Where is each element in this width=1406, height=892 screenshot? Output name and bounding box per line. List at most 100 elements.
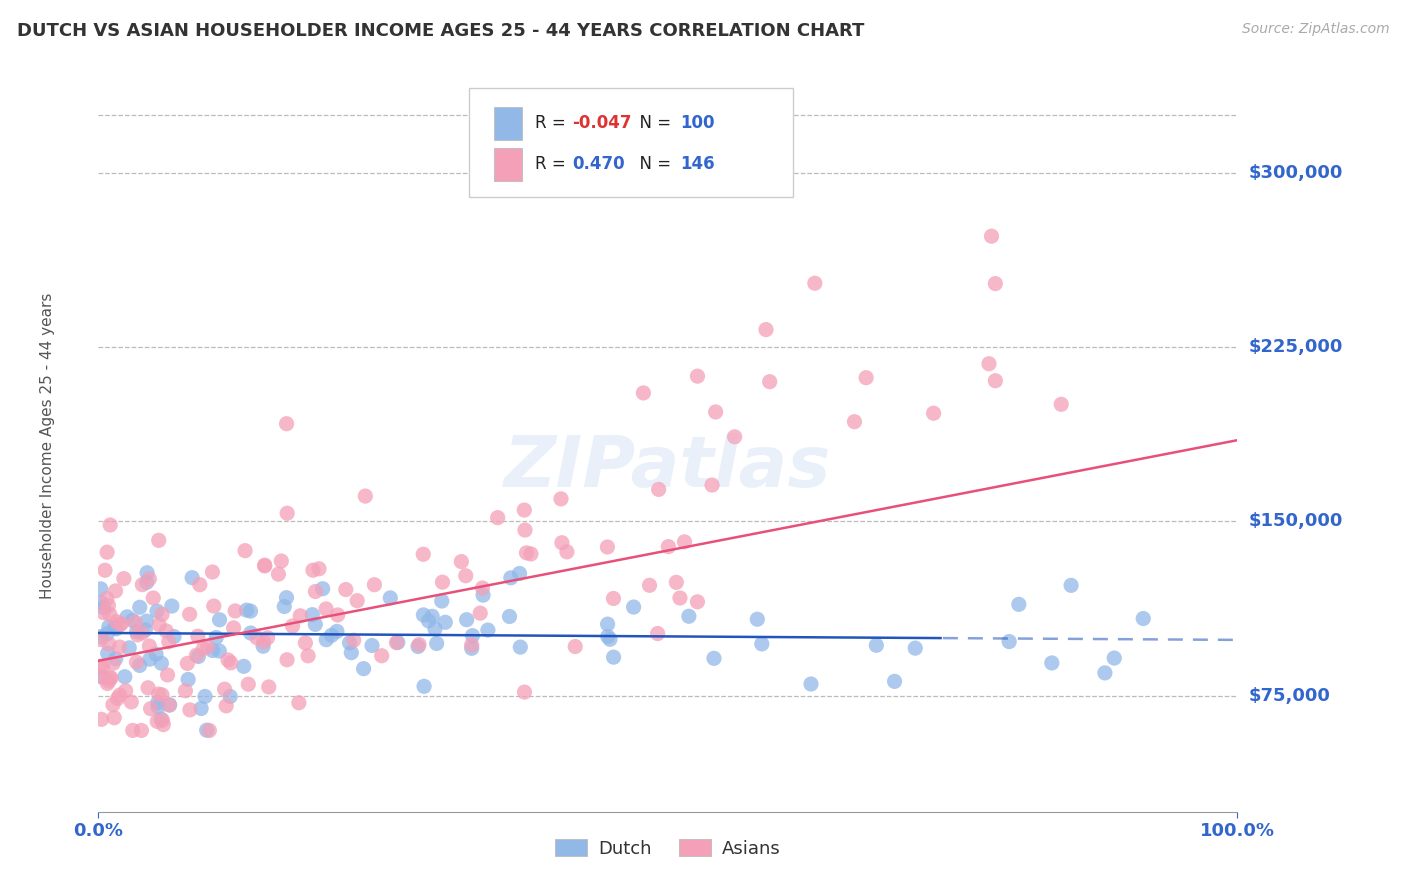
Point [135,575,157,590]
Point [755,322,778,336]
Point [301,607,323,622]
Point [235,603,257,617]
Point [174,683,197,698]
Point [509,640,531,654]
Point [177,673,200,687]
Point [114,683,136,698]
Text: ZIPatlas: ZIPatlas [505,434,831,502]
Text: $225,000: $225,000 [1249,338,1343,356]
Point [90,630,112,644]
Point [252,635,274,649]
Point [96,627,118,641]
Point [423,622,446,636]
Point [128,600,150,615]
Point [335,582,357,597]
Point [499,571,522,585]
Point [138,639,160,653]
Point [340,646,363,660]
Point [361,639,384,653]
Point [127,628,149,642]
Point [238,677,260,691]
Point [1102,651,1125,665]
Point [724,430,747,444]
Point [181,571,204,585]
Point [146,714,169,729]
Point [420,609,443,624]
Point [430,594,453,608]
Point [432,575,454,590]
Point [90,632,112,647]
Point [311,582,333,596]
Point [208,644,231,658]
Text: R =: R = [534,113,571,132]
Point [1050,397,1073,411]
Point [461,629,484,643]
Point [703,651,725,665]
Point [163,630,186,644]
Point [148,617,170,632]
Point [288,696,311,710]
Point [134,623,156,637]
Point [267,567,290,582]
Point [114,670,136,684]
Point [346,593,368,607]
Point [343,633,366,648]
Point [657,540,679,554]
Point [339,636,361,650]
Legend: Dutch, Asians: Dutch, Asians [547,832,789,865]
Point [276,653,298,667]
Point [104,651,127,665]
Point [669,591,692,605]
Point [281,619,304,633]
Point [124,615,146,630]
Point [215,698,238,713]
Point [700,478,723,492]
Point [883,674,905,689]
Point [1008,598,1031,612]
Point [90,595,112,609]
Text: $75,000: $75,000 [1249,687,1330,705]
Point [97,620,120,634]
Point [297,648,319,663]
Point [105,615,128,629]
Point [800,677,823,691]
Point [110,616,132,631]
Point [513,523,536,537]
Point [139,701,162,715]
Point [103,621,125,635]
Point [647,483,669,497]
Point [477,623,499,637]
Point [156,668,179,682]
Point [980,229,1002,244]
Point [219,690,242,704]
Point [110,617,132,632]
Point [179,703,201,717]
Text: Source: ZipAtlas.com: Source: ZipAtlas.com [1241,22,1389,37]
Point [551,535,574,549]
Point [596,617,619,632]
FancyBboxPatch shape [494,148,522,181]
Point [290,608,312,623]
Point [686,369,709,384]
Point [276,417,298,431]
Point [135,614,157,628]
Point [412,607,434,622]
Point [321,628,343,642]
Point [412,547,434,561]
Point [176,657,198,671]
Point [98,671,121,685]
Point [146,696,169,710]
Text: $150,000: $150,000 [1249,513,1343,531]
Point [150,607,173,622]
Point [550,491,572,506]
Point [155,624,177,638]
Point [145,647,167,661]
Point [222,621,245,635]
Point [100,671,122,685]
Point [276,591,298,605]
Point [214,682,236,697]
Point [187,649,209,664]
Point [385,635,408,649]
Point [96,591,118,606]
Point [865,638,887,652]
